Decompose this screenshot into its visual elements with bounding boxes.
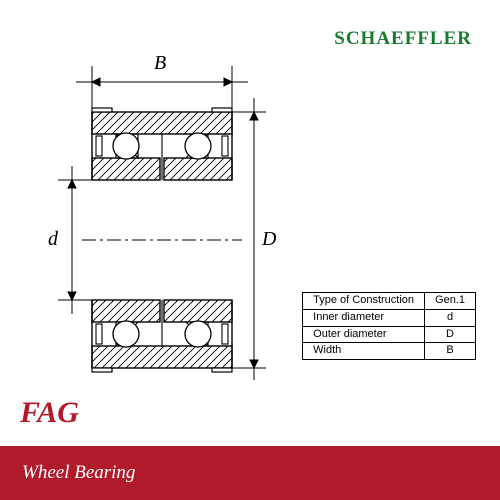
spec-table: Type of Construction Gen.1 Inner diamete… (302, 292, 476, 360)
spec-value: d (425, 309, 476, 326)
schaeffler-logo: SCHAEFFLER (334, 28, 472, 50)
diagram-svg (20, 50, 280, 380)
spec-value: B (425, 343, 476, 360)
fag-logo: FAG (20, 396, 79, 430)
table-row: Width B (303, 343, 476, 360)
spec-label: Type of Construction (303, 293, 425, 310)
page: SCHAEFFLER (0, 0, 500, 500)
table-row: Outer diameter D (303, 326, 476, 343)
spec-label: Inner diameter (303, 309, 425, 326)
bearing-diagram: B d D (20, 50, 280, 380)
spec-label: Width (303, 343, 425, 360)
dim-label-d: d (48, 228, 58, 251)
dim-label-D-out: D (262, 228, 276, 251)
footer-title: Wheel Bearing (22, 462, 135, 484)
dim-label-b: B (154, 52, 166, 75)
table-row: Type of Construction Gen.1 (303, 293, 476, 310)
spec-value: D (425, 326, 476, 343)
table-row: Inner diameter d (303, 309, 476, 326)
spec-label: Outer diameter (303, 326, 425, 343)
footer-bar: Wheel Bearing (0, 446, 500, 500)
spec-value: Gen.1 (425, 293, 476, 310)
spec-table-body: Type of Construction Gen.1 Inner diamete… (303, 293, 476, 360)
